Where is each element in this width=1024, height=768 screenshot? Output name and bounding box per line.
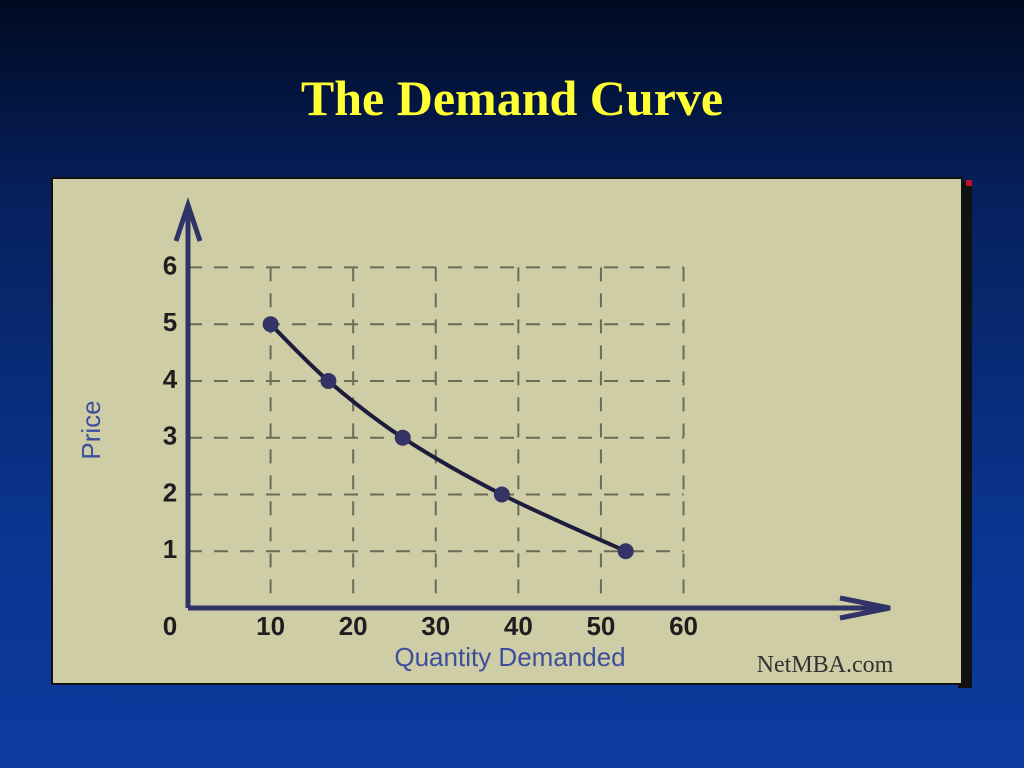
y-axis-arrow — [173, 197, 203, 242]
y-tick-label: 3 — [163, 421, 177, 451]
x-tick-label: 50 — [586, 611, 615, 641]
y-tick-label: 5 — [163, 307, 177, 337]
data-point — [493, 486, 510, 503]
image-corner — [966, 180, 972, 186]
y-tick-label: 4 — [163, 364, 178, 394]
x-axis-arrow — [839, 595, 891, 621]
y-tick-label: 1 — [163, 534, 177, 564]
y-tick-label: 0 — [163, 611, 177, 641]
data-point — [617, 543, 634, 560]
x-tick-label: 10 — [256, 611, 285, 641]
x-tick-label: 40 — [504, 611, 533, 641]
x-tick-label: 20 — [339, 611, 368, 641]
y-tick-label: 2 — [163, 477, 177, 507]
data-point — [320, 372, 337, 389]
data-point — [394, 429, 411, 446]
data-point — [262, 316, 279, 333]
chart-image — [51, 177, 963, 685]
y-axis-title: Price — [76, 400, 106, 459]
x-axis-title: Quantity Demanded — [394, 642, 625, 672]
y-tick-label: 6 — [163, 250, 177, 280]
watermark: NetMBA.com — [757, 652, 894, 678]
x-tick-label: 30 — [421, 611, 450, 641]
slide-title: The Demand Curve — [301, 70, 723, 126]
x-tick-label: 60 — [669, 611, 698, 641]
